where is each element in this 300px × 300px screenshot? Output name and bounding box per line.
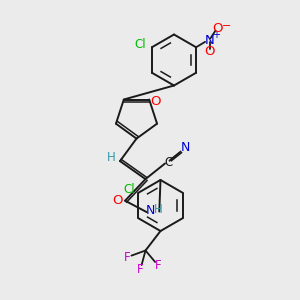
- Text: F: F: [154, 259, 161, 272]
- Text: Cl: Cl: [124, 183, 135, 196]
- Text: +: +: [212, 30, 220, 40]
- Text: H: H: [107, 151, 116, 164]
- Text: Cl: Cl: [135, 38, 146, 51]
- Text: F: F: [137, 262, 144, 275]
- Text: H: H: [154, 202, 163, 216]
- Text: N: N: [204, 34, 214, 47]
- Text: −: −: [222, 21, 231, 31]
- Text: O: O: [112, 194, 123, 207]
- Text: N: N: [181, 141, 190, 154]
- Text: F: F: [124, 250, 131, 264]
- Text: O: O: [151, 94, 161, 107]
- Text: C: C: [165, 156, 173, 169]
- Text: O: O: [212, 22, 223, 35]
- Text: O: O: [204, 45, 214, 58]
- Text: N: N: [146, 204, 155, 217]
